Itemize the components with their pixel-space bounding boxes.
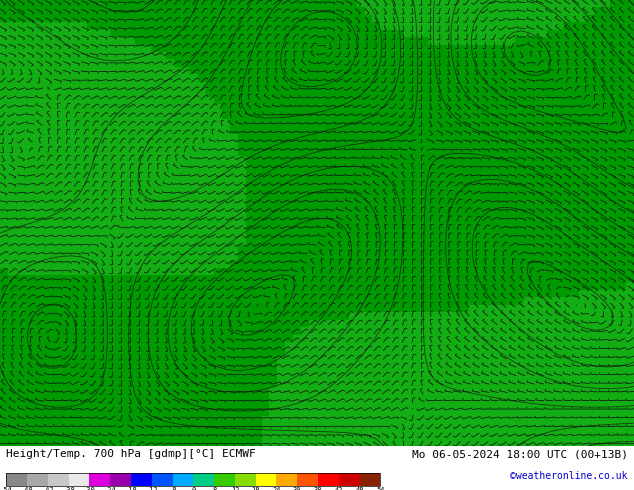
- Text: 18: 18: [252, 487, 260, 490]
- Bar: [359, 473, 380, 487]
- Text: 8: 8: [212, 487, 216, 490]
- Bar: [27, 473, 48, 487]
- Text: Mo 06-05-2024 18:00 UTC (00+13B): Mo 06-05-2024 18:00 UTC (00+13B): [411, 449, 628, 460]
- Bar: [131, 473, 152, 487]
- Bar: [172, 473, 193, 487]
- Text: -12: -12: [145, 487, 158, 490]
- Text: 12: 12: [231, 487, 239, 490]
- Bar: [48, 473, 68, 487]
- Bar: [256, 473, 276, 487]
- Bar: [235, 473, 256, 487]
- Text: 30: 30: [293, 487, 302, 490]
- Text: -48: -48: [21, 487, 34, 490]
- Text: -18: -18: [125, 487, 138, 490]
- Text: -8: -8: [169, 487, 177, 490]
- Text: -30: -30: [83, 487, 96, 490]
- Text: 42: 42: [335, 487, 343, 490]
- Bar: [6, 473, 380, 487]
- Text: Height/Temp. 700 hPa [gdmp][°C] ECMWF: Height/Temp. 700 hPa [gdmp][°C] ECMWF: [6, 449, 256, 460]
- Text: 54: 54: [376, 487, 385, 490]
- Bar: [193, 473, 214, 487]
- Bar: [6, 473, 27, 487]
- Text: 48: 48: [356, 487, 364, 490]
- Text: 38: 38: [314, 487, 322, 490]
- Bar: [339, 473, 359, 487]
- Bar: [89, 473, 110, 487]
- Text: ©weatheronline.co.uk: ©weatheronline.co.uk: [510, 471, 628, 482]
- Text: -42: -42: [42, 487, 55, 490]
- Bar: [68, 473, 89, 487]
- Bar: [152, 473, 172, 487]
- Bar: [276, 473, 297, 487]
- Text: -24: -24: [104, 487, 117, 490]
- Bar: [214, 473, 235, 487]
- Text: 0: 0: [191, 487, 195, 490]
- Bar: [318, 473, 339, 487]
- Text: 24: 24: [272, 487, 281, 490]
- Text: -38: -38: [62, 487, 75, 490]
- Text: -54: -54: [0, 487, 13, 490]
- Bar: [110, 473, 131, 487]
- Bar: [297, 473, 318, 487]
